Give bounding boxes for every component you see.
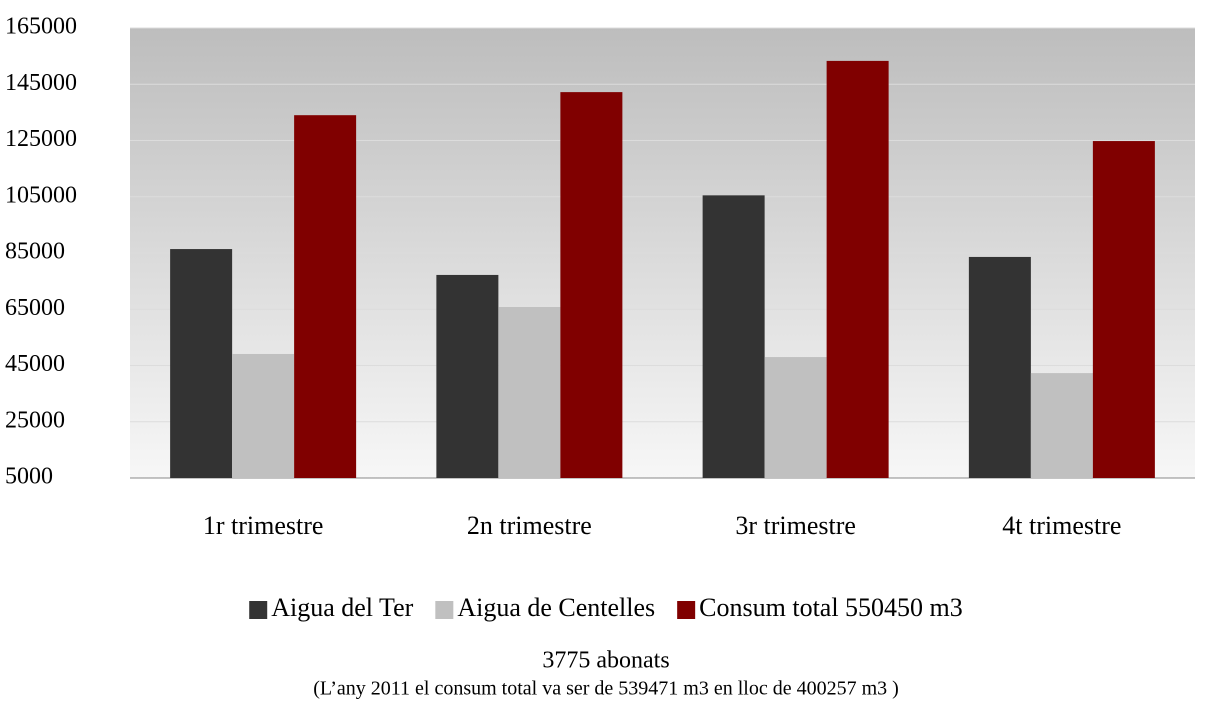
y-tick-label: 145000 [5,70,77,96]
x-tick-label: 3r trimestre [735,511,856,540]
legend-swatch [249,601,268,619]
y-tick-label: 105000 [5,182,77,208]
y-tick-label: 165000 [5,14,77,40]
x-tick-label: 2n trimestre [467,511,592,540]
legend-label: Aigua de Centelles [457,593,655,622]
bar [826,60,889,478]
y-tick-label: 45000 [5,351,65,377]
x-tick-label: 4t trimestre [1002,511,1121,540]
bar [232,353,295,478]
bar [436,274,499,478]
bar [560,92,623,478]
note: (L’any 2011 el consum total va ser de 53… [313,678,899,700]
y-tick-label: 85000 [5,239,65,265]
bar [294,115,357,478]
y-tick-label: 65000 [5,295,65,321]
subtitle: 3775 abonats [542,648,669,674]
legend-swatch [677,601,696,619]
y-tick-label: 5000 [5,464,53,490]
bar [1092,141,1155,478]
bar [968,256,1031,478]
bar [702,195,765,478]
bar [170,249,233,478]
y-tick-label: 25000 [5,407,65,433]
legend-swatch [435,601,454,619]
x-tick-label: 1r trimestre [203,511,324,540]
bar [498,307,561,478]
bar [1030,373,1093,478]
legend-label: Aigua del Ter [271,593,413,622]
bar [764,357,827,478]
legend-label: Consum total 550450 m3 [699,593,963,622]
y-tick-label: 125000 [5,126,77,152]
